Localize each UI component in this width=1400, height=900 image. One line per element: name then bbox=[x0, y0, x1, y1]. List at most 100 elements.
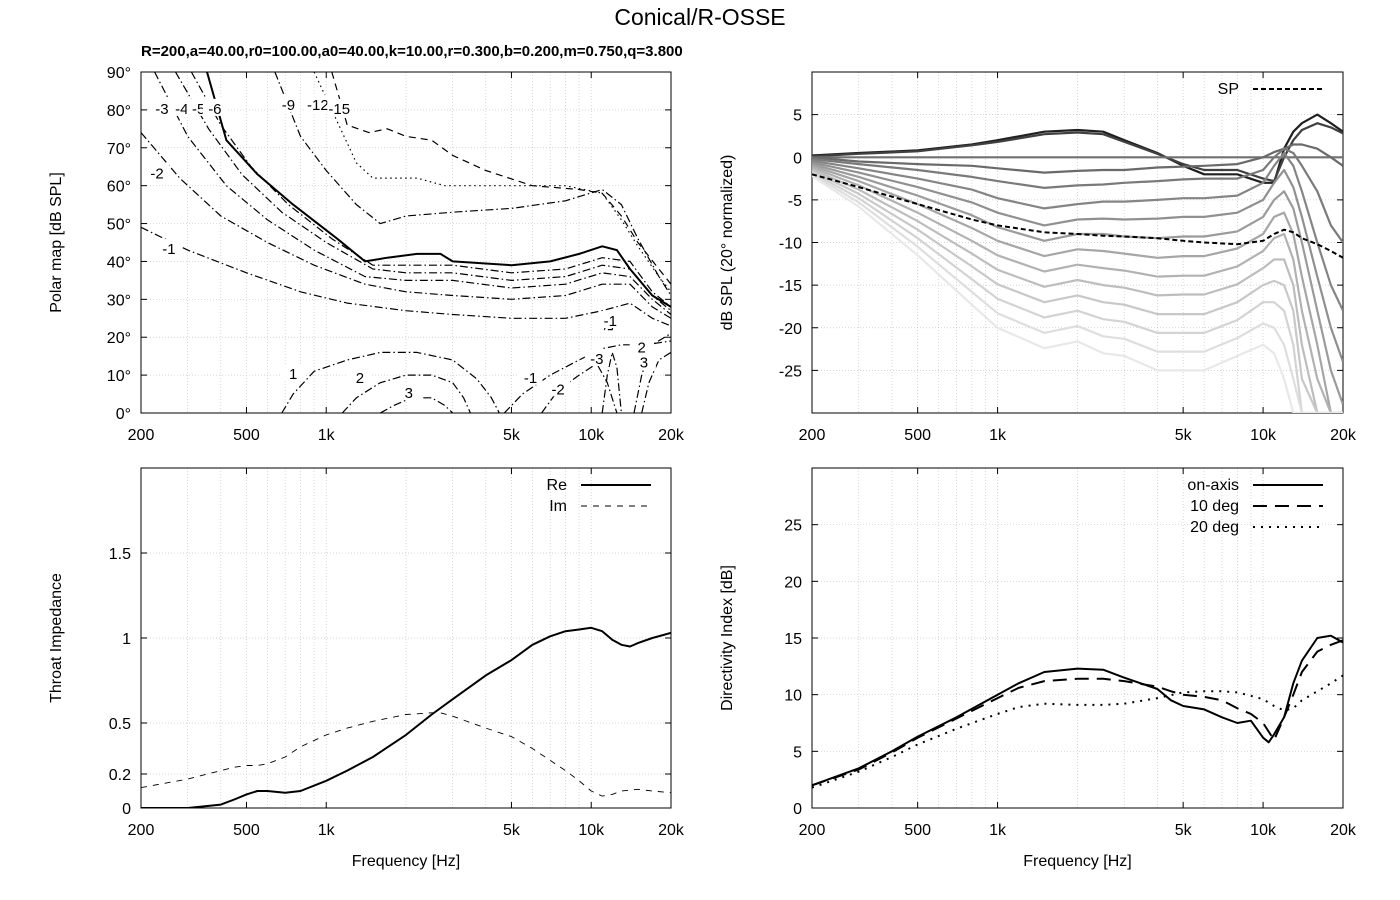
x-tick-label: 5k bbox=[1175, 822, 1193, 839]
grid bbox=[141, 468, 671, 809]
y-tick-label: 0 bbox=[122, 801, 131, 818]
series-60deg bbox=[812, 161, 1343, 363]
y-tick-label: 20° bbox=[107, 330, 131, 347]
series-20 deg bbox=[812, 674, 1343, 789]
series--2 bbox=[141, 132, 671, 319]
contour-label: -12 bbox=[307, 97, 329, 114]
y-tick-label: 0 bbox=[793, 150, 802, 167]
x-tick-label: 5k bbox=[503, 822, 521, 839]
y-tick-label: 80° bbox=[107, 103, 131, 120]
legend-label: Re bbox=[547, 477, 568, 494]
series-90deg bbox=[812, 166, 1343, 413]
y-tick-label: 0.2 bbox=[109, 767, 131, 784]
series-0deg bbox=[812, 113, 1343, 184]
contour-label-bg bbox=[281, 364, 306, 382]
legend-label: 20 deg bbox=[1190, 519, 1239, 536]
x-tick-label: 1k bbox=[989, 427, 1007, 444]
series-Re bbox=[141, 626, 671, 808]
series-on-axis bbox=[812, 634, 1343, 787]
contour-label-bg bbox=[305, 95, 330, 113]
x-axis-label: Frequency [Hz] bbox=[352, 853, 460, 870]
contour-label: -2 bbox=[150, 165, 163, 182]
y-axis-label: Throat Impedance bbox=[48, 573, 65, 703]
contour-label-bg bbox=[149, 98, 174, 116]
series-+1 bbox=[281, 351, 500, 413]
series--1 bbox=[141, 226, 671, 327]
contour-label-bg bbox=[156, 239, 181, 257]
x-axis-label: Frequency [Hz] bbox=[1023, 853, 1131, 870]
y-tick-label: -15 bbox=[779, 278, 802, 295]
y-tick-label: 0 bbox=[793, 801, 802, 818]
series-10deg bbox=[812, 122, 1343, 183]
series-SP bbox=[812, 173, 1343, 259]
contour-label: -1 bbox=[524, 370, 537, 387]
contour-label-bg bbox=[145, 163, 170, 181]
y-axis-label: dB SPL (20° normalized) bbox=[719, 155, 736, 331]
contour-label-bg bbox=[584, 348, 609, 366]
plot-area bbox=[812, 113, 1343, 413]
chart-throat-impedance: 200 500 1k 5k 10k 20k 0 0.2 0.5 1 1.5 Throat Impeda… bbox=[48, 467, 685, 870]
grid bbox=[812, 72, 1343, 413]
contour-label-bg bbox=[546, 379, 571, 397]
series-40deg bbox=[812, 147, 1343, 244]
x-tick-label: 10k bbox=[1250, 427, 1277, 444]
x-tick-label: 10k bbox=[578, 427, 605, 444]
x-tick-label: 500 bbox=[233, 427, 260, 444]
contour-label-bg bbox=[327, 98, 352, 116]
x-tick-label: 5k bbox=[1175, 427, 1193, 444]
contour-label: 3 bbox=[405, 385, 413, 402]
x-tick-label: 20k bbox=[658, 822, 685, 839]
y-tick-label: 40° bbox=[107, 254, 131, 271]
contour-label: -4 bbox=[175, 101, 188, 118]
legend-label: SP bbox=[1218, 81, 1239, 98]
contour-label: -1 bbox=[162, 241, 175, 258]
legend: on-axis 10 deg 20 deg bbox=[1187, 477, 1323, 536]
series--15 bbox=[331, 72, 671, 285]
contour-label: -9 bbox=[282, 97, 295, 114]
series-110deg bbox=[812, 169, 1343, 413]
legend-label: on-axis bbox=[1187, 477, 1239, 494]
series--12 bbox=[313, 72, 671, 293]
plot-area bbox=[141, 626, 671, 808]
contour-label-bg bbox=[202, 98, 227, 116]
contour-label-bg bbox=[598, 311, 623, 329]
y-tick-label: 0.5 bbox=[109, 716, 131, 733]
y-tick-label: 15 bbox=[784, 631, 802, 648]
grid bbox=[812, 468, 1343, 809]
x-tick-label: 10k bbox=[578, 822, 605, 839]
y-tick-label: 1.5 bbox=[109, 546, 131, 563]
contour-label-bg bbox=[347, 367, 372, 385]
y-tick-label: -20 bbox=[779, 321, 802, 338]
series-30deg bbox=[812, 143, 1343, 174]
series--6 bbox=[206, 72, 671, 308]
series-10 deg bbox=[812, 639, 1343, 787]
y-tick-label: -25 bbox=[779, 363, 802, 380]
x-tick-label: 200 bbox=[128, 427, 155, 444]
chart-title: Conical/R-OSSE bbox=[614, 4, 786, 30]
series-120deg bbox=[812, 171, 1343, 413]
contour-label-bg bbox=[518, 367, 543, 385]
plot-area bbox=[812, 634, 1343, 789]
contour-label-bg bbox=[629, 337, 654, 355]
x-tick-label: 1k bbox=[318, 427, 336, 444]
x-tick-label: 20k bbox=[1330, 822, 1357, 839]
contour-label: 2 bbox=[356, 370, 364, 387]
legend-label: 10 deg bbox=[1190, 498, 1239, 515]
series-135deg bbox=[812, 173, 1343, 413]
series--9 bbox=[274, 72, 671, 296]
x-tick-label: 200 bbox=[799, 427, 826, 444]
x-tick-label: 10k bbox=[1250, 822, 1277, 839]
y-tick-label: 50° bbox=[107, 217, 131, 234]
y-tick-label: -10 bbox=[779, 236, 802, 253]
legend: SP bbox=[1218, 81, 1323, 98]
x-tick-label: 5k bbox=[503, 427, 521, 444]
y-tick-label: 60° bbox=[107, 179, 131, 196]
y-tick-label: 25 bbox=[784, 518, 802, 535]
y-tick-label: 30° bbox=[107, 292, 131, 309]
plot-frame bbox=[140, 71, 672, 414]
contour-label: 3 bbox=[640, 355, 648, 372]
y-tick-label: 90° bbox=[107, 65, 131, 82]
contour-label: -2 bbox=[551, 381, 564, 398]
contour-label: 1 bbox=[289, 366, 297, 383]
